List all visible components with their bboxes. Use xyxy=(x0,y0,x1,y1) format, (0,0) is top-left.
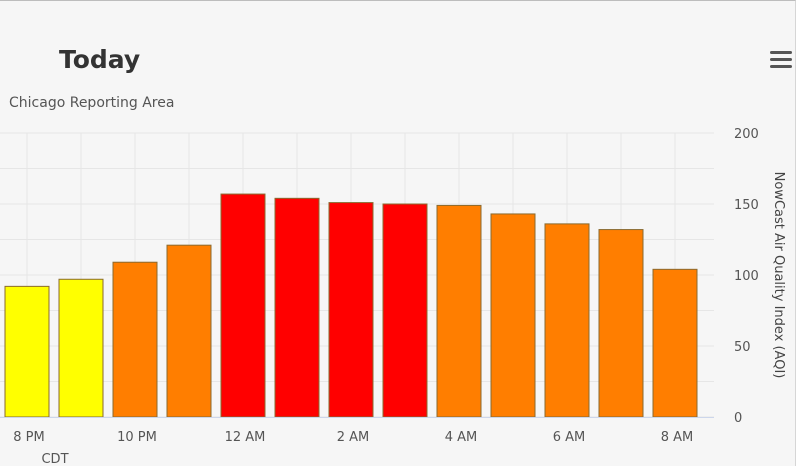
bar-6-am xyxy=(544,223,590,418)
bar-11-pm xyxy=(166,244,212,418)
bar-8-pm xyxy=(4,285,50,418)
bar-10-pm xyxy=(112,261,158,418)
bar-8-am xyxy=(652,268,698,418)
x-tick-label: 8 AM xyxy=(661,430,694,445)
x-tick-label: 2 AM xyxy=(337,430,370,445)
x-tick-label: 10 PM xyxy=(117,430,157,445)
bar-5-am xyxy=(490,213,536,418)
bar-1-am xyxy=(274,197,320,418)
chart-title: Today xyxy=(59,45,141,74)
x-tick-label: 6 AM xyxy=(553,430,586,445)
bar-2-am xyxy=(328,202,374,418)
bar-3-am xyxy=(382,203,428,418)
y-axis-title: NowCast Air Quality Index (AQI) xyxy=(771,172,786,379)
y-tick-label: 50 xyxy=(734,340,751,355)
y-tick-label: 100 xyxy=(734,269,759,284)
x-tick-label: 12 AM xyxy=(225,430,266,445)
chart-subtitle: Chicago Reporting Area xyxy=(9,95,175,111)
x-tick-label: 8 PM xyxy=(13,430,44,445)
y-tick-label: 150 xyxy=(734,198,759,213)
y-tick-label: 200 xyxy=(734,127,759,142)
y-tick-label: 0 xyxy=(734,411,742,426)
bar-7-am xyxy=(598,229,644,418)
bar-9-pm xyxy=(58,278,104,418)
x-axis-label: CDT xyxy=(41,452,68,467)
bar-4-am xyxy=(436,204,482,418)
bar-12-am xyxy=(220,193,266,418)
x-tick-label: 4 AM xyxy=(445,430,478,445)
hamburger-menu-icon[interactable] xyxy=(770,51,792,71)
